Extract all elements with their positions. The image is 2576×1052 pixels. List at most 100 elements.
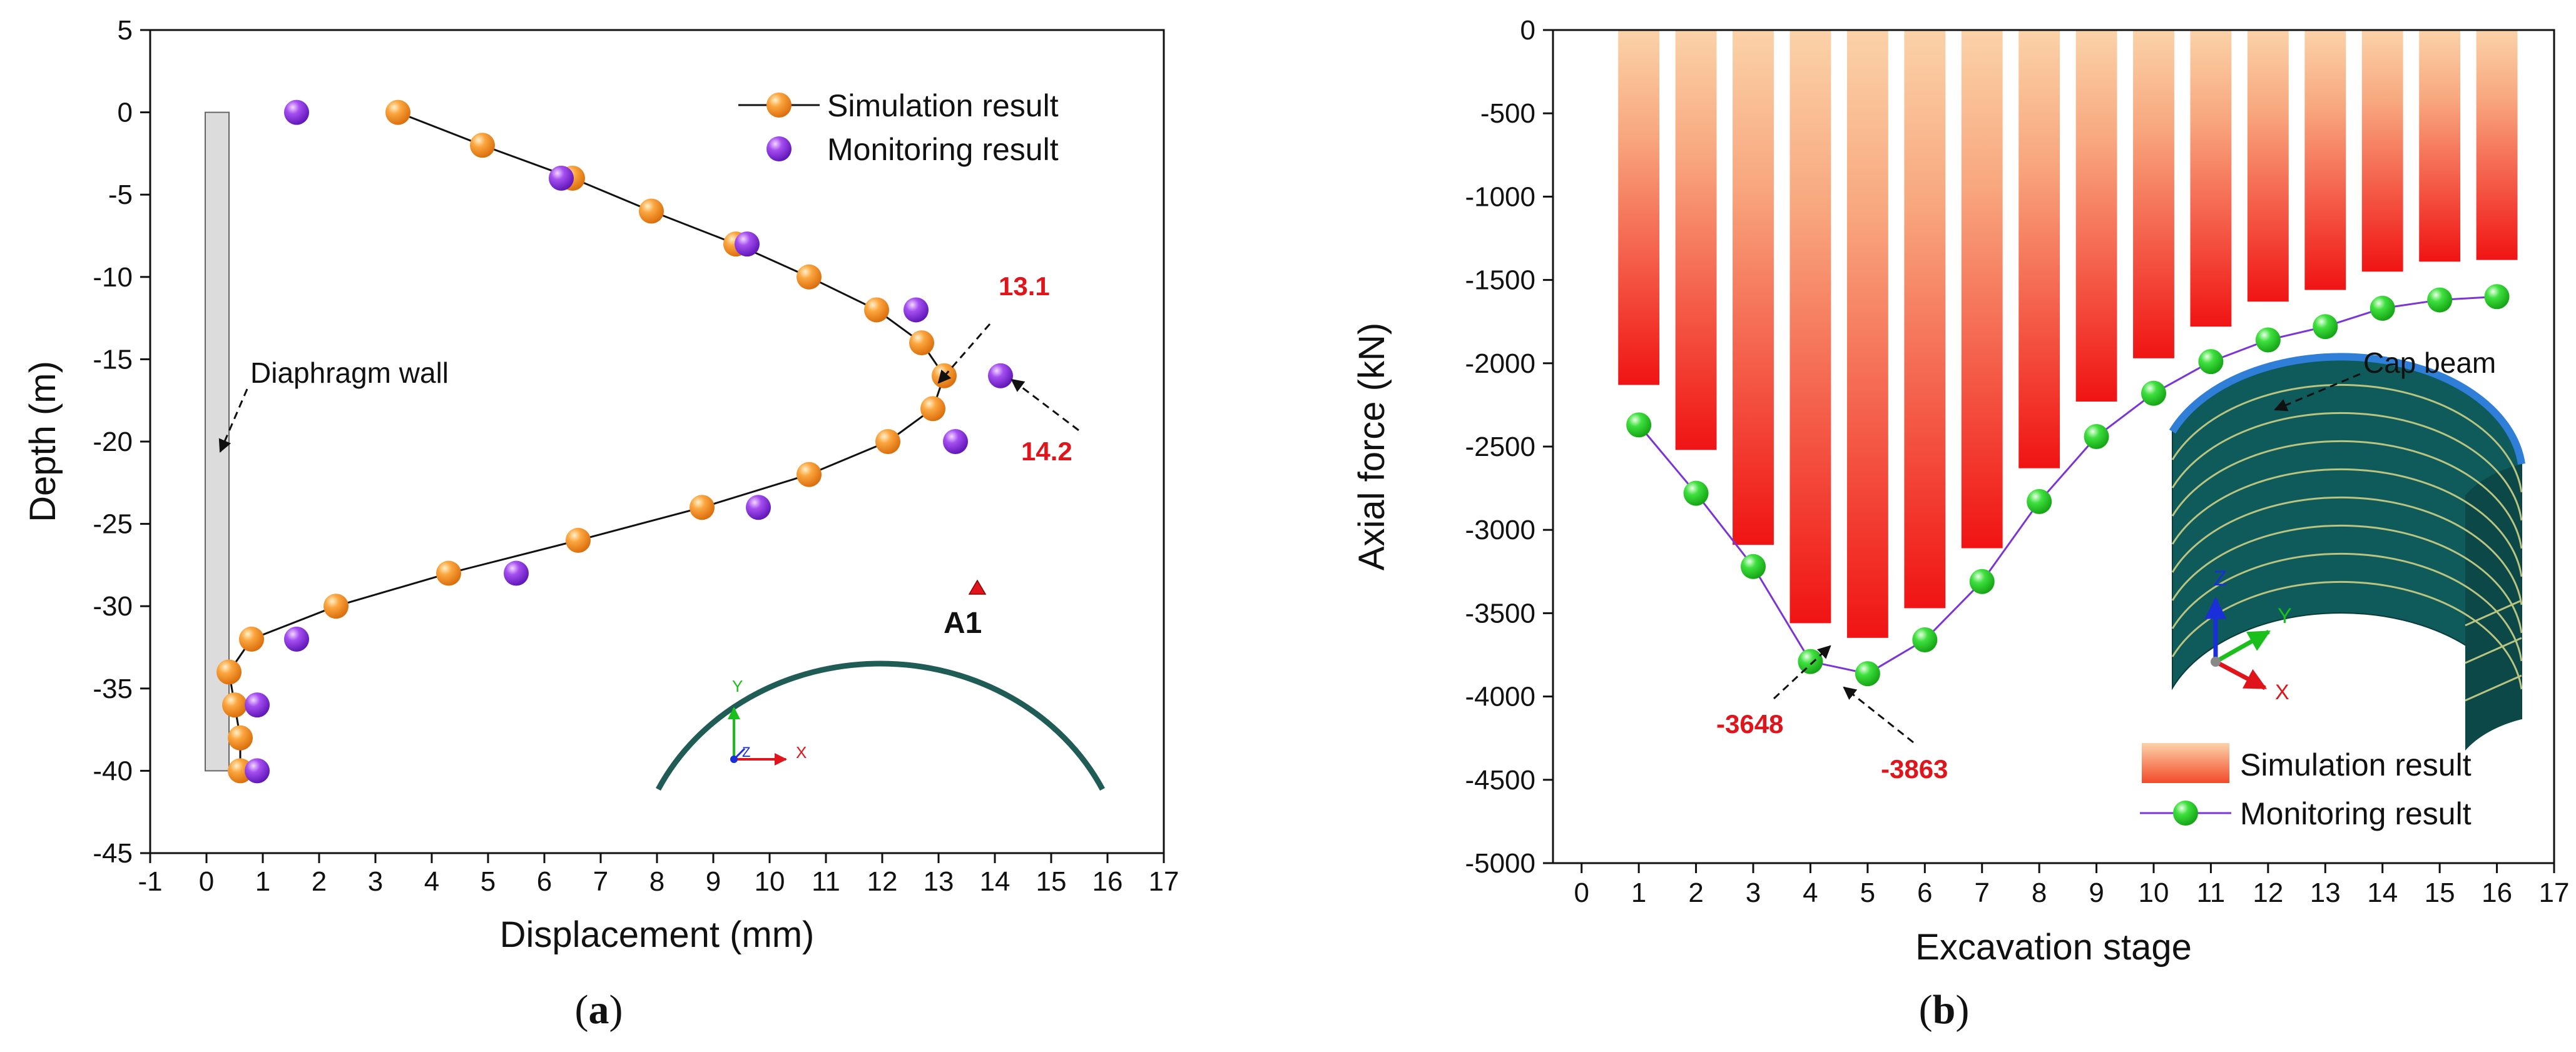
y-tick-label-a: -20 <box>93 427 133 457</box>
x-tick-label-a: 3 <box>368 866 383 897</box>
y-tick-label-a: -5 <box>108 180 133 210</box>
min-monitor-label: -3863 <box>1881 754 1948 784</box>
monitoring-point <box>284 626 309 652</box>
y-axis-ticks-a: 5 0 -5 -10 -15 -20 -25 -30 -35 -40 -45 <box>93 15 150 869</box>
peak-monitor-label: 14.2 <box>1021 437 1072 466</box>
legend-b-sim-swatch <box>2142 743 2229 783</box>
svg-text:X: X <box>796 743 807 762</box>
monitoring-point <box>245 758 270 784</box>
simulation-point <box>470 133 495 158</box>
panel-a-chart: -1 0 1 2 3 4 5 6 7 8 9 10 11 12 13 14 15 16 17 50-5-10-15-… <box>23 15 1179 1033</box>
simulation-bar <box>2304 30 2346 290</box>
simulation-bar <box>1618 30 1660 385</box>
monitoring-point <box>1969 569 1995 594</box>
y-tick-label-b: -5000 <box>1465 848 1535 879</box>
x-tick-label-b: 13 <box>2310 878 2341 908</box>
legend-b-mon-label: Monitoring result <box>2240 796 2472 831</box>
simulation-bar <box>1961 30 2003 549</box>
simulation-point <box>875 429 900 454</box>
x-tick-label-a: 17 <box>1149 866 1179 897</box>
y-tick-label-b: -4000 <box>1465 682 1535 712</box>
monitoring-point <box>1683 480 1709 506</box>
x-axis-title-b: Excavation stage <box>1915 927 2192 968</box>
x-tick-label-b: 8 <box>2032 878 2047 908</box>
x-tick-label-b: 15 <box>2425 878 2455 908</box>
simulation-point <box>690 495 715 520</box>
x-tick-label-a: 14 <box>980 866 1011 897</box>
x-tick-label-b: 1 <box>1631 878 1646 908</box>
monitoring-point <box>988 363 1013 388</box>
simulation-bar <box>2133 30 2174 358</box>
monitoring-point <box>2427 287 2453 313</box>
y-axis-title-b: Axial force (kN) <box>1352 323 1392 570</box>
legend-a-mon-marker <box>766 136 792 161</box>
monitoring-line-b <box>1637 295 2497 675</box>
monitoring-point <box>2313 314 2338 340</box>
simulation-bar <box>2247 30 2289 302</box>
min-sim-arrow <box>1773 645 1831 700</box>
panel-label-b: (b) <box>1919 987 1970 1033</box>
peak-sim-arrow <box>937 323 991 384</box>
simulation-point <box>323 594 349 619</box>
markers-a <box>216 99 1013 784</box>
monitoring-point-a1-marker <box>968 579 987 595</box>
x-axis-ticks-b: 0 1 2 3 4 5 6 7 8 9 10 11 12 13 14 15 16 17 <box>1574 863 2569 908</box>
simulation-bar <box>2419 30 2461 262</box>
coordinate-axes-b: Z Y X <box>2204 567 2292 704</box>
monitoring-point <box>284 99 309 125</box>
diaphragm-wall-label: Diaphragm wall <box>250 357 449 389</box>
x-tick-label-a: -1 <box>138 866 162 897</box>
monitoring-point <box>1912 627 1938 653</box>
simulation-point <box>797 264 822 290</box>
bars-b <box>1618 30 2518 638</box>
y-tick-label-b: -1000 <box>1465 181 1535 212</box>
x-tick-label-b: 12 <box>2253 878 2283 908</box>
monitoring-point <box>549 165 574 191</box>
monitoring-point <box>1798 649 1823 674</box>
monitoring-point <box>1626 412 1652 438</box>
legend-b-mon-marker <box>2173 801 2198 826</box>
x-tick-label-a: 16 <box>1092 866 1123 897</box>
min-monitor-arrow <box>1843 686 1914 744</box>
y-tick-label-b: -1500 <box>1465 265 1535 296</box>
monitoring-point <box>2255 327 2281 353</box>
x-tick-label-b: 16 <box>2482 878 2512 908</box>
monitoring-point-a1-label: A1 <box>944 607 982 640</box>
y-tick-label-b: -3000 <box>1465 515 1535 545</box>
monitoring-point <box>2198 349 2224 375</box>
simulation-bar <box>1733 30 1774 545</box>
simulation-point <box>228 725 253 751</box>
legend-a-mon-label: Monitoring result <box>827 132 1059 167</box>
y-tick-label-a: -45 <box>93 838 133 869</box>
simulation-bar <box>1846 30 1888 638</box>
x-tick-label-b: 14 <box>2367 878 2398 908</box>
plan-view-arc <box>656 660 1105 791</box>
monitoring-point <box>2370 295 2395 321</box>
monitoring-point <box>2084 424 2109 450</box>
x-tick-label-a: 0 <box>199 866 214 897</box>
legend-b: Simulation result Monitoring result <box>2140 743 2472 831</box>
simulation-bar <box>1789 30 1831 624</box>
simulation-bar <box>2190 30 2232 327</box>
simulation-bar <box>1904 30 1946 609</box>
y-tick-label-a: -35 <box>93 674 133 704</box>
x-tick-label-b: 6 <box>1917 878 1932 908</box>
y-axis-ticks-b: 0 -500 -1000 -1500 -2000 -2500 -3000 -3500 -4000… <box>1465 15 1553 879</box>
cap-beam-arrow <box>2274 373 2361 412</box>
y-tick-label-a: -30 <box>93 591 133 622</box>
simulation-bar <box>2019 30 2060 468</box>
x-tick-label-b: 17 <box>2539 878 2570 908</box>
x-tick-label-a: 7 <box>593 866 608 897</box>
x-tick-label-b: 11 <box>2197 878 2226 908</box>
coordinate-axes-a: Y X Z <box>728 677 807 766</box>
y-tick-label-a: -25 <box>93 509 133 540</box>
svg-text:Z: Z <box>742 744 750 760</box>
x-tick-label-b: 3 <box>1746 878 1761 908</box>
monitoring-point <box>245 692 270 718</box>
monitoring-point <box>2484 284 2510 310</box>
simulation-bar <box>2361 30 2403 272</box>
simulation-point <box>222 692 247 718</box>
x-tick-label-a: 13 <box>924 866 954 897</box>
x-tick-label-a: 1 <box>255 866 270 897</box>
y-tick-label-a: -40 <box>93 756 133 786</box>
